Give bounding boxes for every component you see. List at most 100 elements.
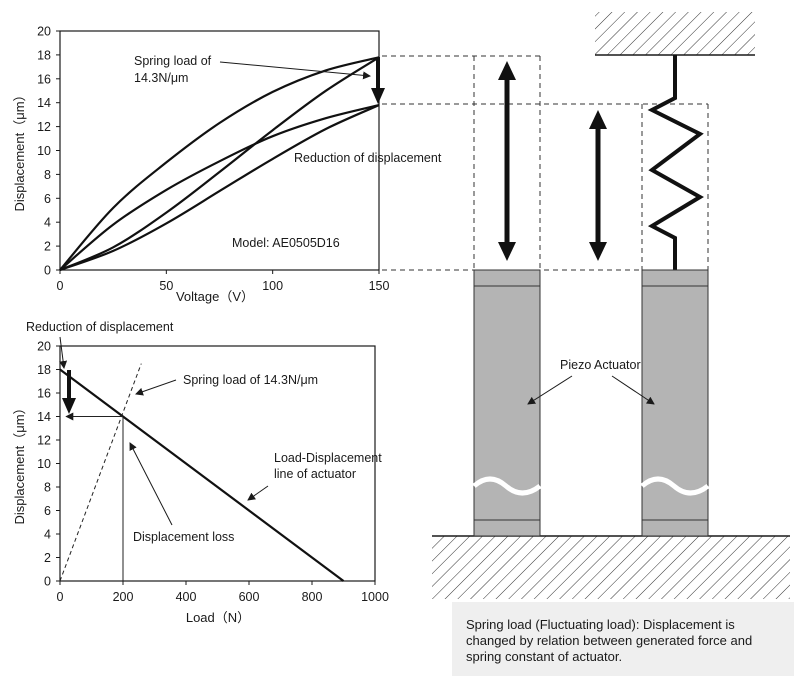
top-chart-x-tick-label: 100 — [262, 279, 283, 293]
bottom-chart-y-tick: 4 — [44, 528, 60, 542]
bottom-chart-xlabel: Load（N） — [186, 610, 250, 625]
piezo-actuator-label: Piezo Actuator — [560, 358, 641, 372]
bottom-chart-ylabel: Displacement（μm） — [12, 401, 27, 524]
bottom-line-pointer — [247, 485, 269, 501]
top-chart-y-tick: 8 — [44, 168, 60, 182]
top-chart-y-tick-label: 4 — [44, 216, 51, 230]
top-chart-y-tick-label: 14 — [37, 96, 51, 110]
bottom-chart-x-tick: 400 — [176, 581, 197, 604]
bottom-chart-y-tick-label: 16 — [37, 387, 51, 401]
bottom-reduction-label: Reduction of displacement — [26, 320, 174, 334]
bottom-chart-x-tick: 800 — [302, 581, 323, 604]
top-chart-y-tick-label: 8 — [44, 168, 51, 182]
actuator-diagram: Piezo Actuator — [432, 12, 790, 599]
bottom-chart-y-tick: 20 — [37, 340, 60, 354]
top-chart-ylabel: Displacement（μm） — [12, 88, 27, 211]
top-chart-curve-4 — [59, 104, 380, 272]
top-chart-y-tick-label: 12 — [37, 120, 51, 134]
bottom-chart-y-tick-label: 0 — [44, 575, 51, 589]
bottom-line-label-line2: line of actuator — [274, 467, 356, 481]
top-chart-y-tick: 2 — [44, 240, 60, 254]
top-chart-curve-1 — [59, 56, 380, 271]
top-chart-y-tick-label: 0 — [44, 264, 51, 278]
top-spring-label-line2: 14.3N/μm — [134, 71, 188, 85]
bottom-chart-x-tick: 1000 — [361, 581, 389, 604]
ground — [432, 536, 790, 599]
displacement-arrow-small — [589, 110, 607, 261]
caption-box: Spring load (Fluctuating load): Displace… — [452, 602, 794, 676]
bottom-chart-y-tick-label: 20 — [37, 340, 51, 354]
bottom-loss-pointer — [129, 442, 173, 526]
bottom-chart-y-tick: 2 — [44, 551, 60, 565]
top-chart-y-tick-label: 18 — [37, 48, 51, 62]
top-chart-x-ticks: 0 50 100 150 — [57, 270, 389, 293]
bottom-loss-label: Displacement loss — [133, 530, 234, 544]
top-chart-x-tick-label: 50 — [159, 279, 173, 293]
bottom-chart-x-tick-label: 0 — [57, 590, 64, 604]
top-chart-y-tick: 18 — [37, 48, 60, 62]
bottom-chart-x-tick-label: 200 — [113, 590, 134, 604]
top-chart-y-tick: 14 — [37, 96, 60, 110]
spring — [647, 55, 704, 270]
top-chart-x-tick: 150 — [369, 270, 389, 293]
bottom-chart-y-tick-label: 4 — [44, 528, 51, 542]
top-chart-y-tick-label: 2 — [44, 240, 51, 254]
bottom-chart-y-ticks: 0 2 4 6 8 10 12 14 16 18 20 — [37, 340, 60, 589]
actuator-load-line — [59, 368, 345, 582]
bottom-reduction-pointer — [59, 336, 68, 369]
bottom-chart-x-tick-label: 1000 — [361, 590, 389, 604]
bottom-chart-x-tick-label: 600 — [239, 590, 260, 604]
bottom-chart-y-tick-label: 18 — [37, 363, 51, 377]
top-chart-curve-2 — [59, 56, 380, 272]
bottom-chart-x-tick: 200 — [113, 581, 134, 604]
top-chart-x-tick: 50 — [159, 270, 173, 293]
top-wall — [595, 12, 755, 55]
bottom-chart-y-tick-label: 14 — [37, 410, 51, 424]
top-chart-y-tick-label: 20 — [37, 25, 51, 39]
top-reduction-arrow-head — [371, 88, 385, 104]
top-spring-arrow — [219, 61, 371, 80]
bottom-chart-x-tick-label: 400 — [176, 590, 197, 604]
top-chart: 0 2 4 6 8 10 12 14 16 18 20 0 50 100 150 Displacement… — [12, 25, 442, 305]
bottom-chart-x-tick-label: 800 — [302, 590, 323, 604]
top-chart-y-ticks: 0 2 4 6 8 10 12 14 16 18 20 — [37, 25, 60, 278]
bottom-chart-y-tick: 10 — [37, 457, 60, 471]
top-spring-label-line1: Spring load of — [134, 54, 212, 68]
spring-load-line — [59, 363, 142, 582]
top-chart-curve-3 — [59, 104, 380, 271]
bottom-chart-y-tick-label: 6 — [44, 504, 51, 518]
piezo-pointer-left — [527, 375, 573, 405]
bottom-chart-y-tick-label: 10 — [37, 457, 51, 471]
top-chart-x-tick: 100 — [262, 270, 283, 293]
bottom-chart-y-tick-label: 12 — [37, 434, 51, 448]
bottom-chart-y-tick: 6 — [44, 504, 60, 518]
top-chart-y-tick: 4 — [44, 216, 60, 230]
top-chart-y-tick-label: 16 — [37, 72, 51, 86]
bottom-chart-y-tick: 0 — [44, 575, 60, 589]
piezo-pointer-right — [611, 375, 655, 405]
caption-text: Spring load (Fluctuating load): Displace… — [466, 617, 753, 664]
bottom-spring-label: Spring load of 14.3N/μm — [183, 373, 318, 387]
bottom-chart-y-tick: 12 — [37, 434, 60, 448]
top-chart-x-tick-label: 0 — [57, 279, 64, 293]
bottom-chart-y-tick-label: 8 — [44, 481, 51, 495]
top-chart-x-tick: 0 — [57, 270, 64, 293]
top-chart-y-tick: 10 — [37, 144, 60, 158]
bottom-chart-lines — [59, 363, 345, 582]
bottom-chart-x-tick: 600 — [239, 581, 260, 604]
bottom-chart-x-tick: 0 — [57, 581, 64, 604]
bottom-reduction-arrow-head — [62, 398, 76, 414]
bottom-chart-y-tick: 14 — [37, 410, 60, 424]
top-chart-y-tick: 20 — [37, 25, 60, 39]
bottom-spring-pointer — [135, 379, 177, 396]
top-chart-curves — [59, 56, 380, 272]
top-chart-xlabel: Voltage（V） — [176, 289, 254, 304]
bottom-chart-y-tick: 8 — [44, 481, 60, 495]
top-chart-y-tick: 0 — [44, 264, 60, 278]
top-reduction-label: Reduction of displacement — [294, 151, 442, 165]
top-chart-y-tick: 12 — [37, 120, 60, 134]
top-chart-y-tick: 6 — [44, 192, 60, 206]
bottom-chart-y-tick-label: 2 — [44, 551, 51, 565]
bottom-chart-y-tick: 16 — [37, 387, 60, 401]
